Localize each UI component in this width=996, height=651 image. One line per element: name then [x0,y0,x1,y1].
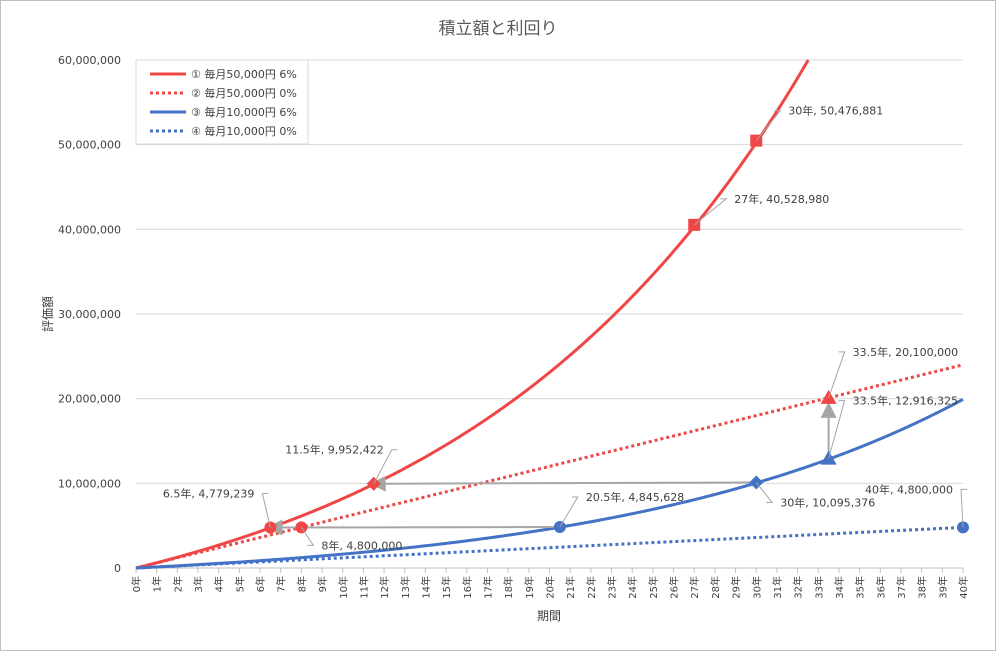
data-label: 8年, 4,800,000 [321,538,402,552]
marker-layer: 6.5年, 4,779,239 8年, 4,800,000 11.5年, 9,952… [163,104,969,552]
legend-entry: ④ 毎月10,000円 0% [191,125,297,138]
data-label: 11.5年, 9,952,422 [285,443,383,457]
data-label: 27年, 40,528,980 [734,192,829,206]
x-tick-label: 23年 [606,576,619,599]
x-tick-label: 33年 [812,576,825,599]
x-tick-label: 22年 [585,576,598,599]
grid [136,59,963,569]
legend-entry: ② 毎月50,000円 0% [191,87,297,100]
callout-leader [755,110,782,141]
x-tick-label: 14年 [419,576,432,599]
data-label: 6.5年, 4,779,239 [163,487,254,501]
callout-leader [300,527,315,546]
x-tick-label: 24年 [626,576,639,599]
callout-leader [828,351,846,398]
x-tick-label: 20年 [544,576,557,599]
x-tick-label: 17年 [481,576,494,599]
callout-leader [559,496,579,528]
x-tick-label: 40年 [957,576,970,599]
data-label: 33.5年, 20,100,000 [853,345,958,359]
x-tick-label: 2年 [171,576,184,592]
x-tick-label: 7年 [275,576,288,592]
x-tick-label: 19年 [523,576,536,599]
x-tick-label: 13年 [399,576,412,599]
x-tick-label: 15年 [440,576,453,599]
data-label: 20.5年, 4,845,628 [586,490,684,504]
x-tick-label: 12年 [378,576,391,599]
chart-title: 積立額と利回り [439,19,558,39]
x-tick-label: 36年 [874,576,887,599]
x-tick-label: 27年 [688,576,701,599]
x-tick-label: 32年 [792,576,805,599]
y-tick-label: 10,000,000 [58,477,121,490]
y-tick-label: 40,000,000 [58,223,121,236]
x-tick-label: 6年 [254,576,267,592]
x-tick-label: 38年 [916,576,929,599]
x-tick-label: 4年 [213,576,226,592]
x-axis: 0年 1年 2年 3年 4年 5年 6年 7年 8年 9年 10年 11年 12年 13年 14年 15年 16… [130,568,970,599]
data-label: 33.5年, 12,916,325 [853,394,958,408]
y-tick-label: 0 [114,562,121,575]
x-tick-label: 28年 [709,576,722,599]
callout-leader [261,493,271,528]
data-label: 30年, 50,476,881 [788,104,883,118]
callout-leader [828,400,846,459]
y-axis-label: 評価額 [40,296,55,332]
x-tick-label: 18年 [502,576,515,599]
arrow-layer [266,401,837,536]
x-tick-label: 5年 [233,576,246,592]
x-tick-label: 26年 [668,576,681,599]
y-axis: 0 10,000,000 20,000,000 30,000,000 40,000,00… [58,54,121,575]
data-label: 30年, 10,095,376 [780,496,875,510]
x-tick-label: 0年 [130,576,143,592]
y-tick-label: 60,000,000 [58,54,121,67]
x-axis-label: 期間 [537,609,561,623]
x-tick-label: 3年 [192,576,205,592]
x-tick-label: 1年 [151,576,164,592]
series-line-2 [135,363,964,570]
legend: ① 毎月50,000円 6% ② 毎月50,000円 0% ③ 毎月10,000円 … [135,59,309,145]
annotation-arrow [266,519,560,536]
x-tick-label: 8年 [295,576,308,592]
y-tick-label: 30,000,000 [58,308,121,321]
x-tick-label: 21年 [564,576,577,599]
x-tick-label: 10年 [337,576,350,599]
callout-leader [373,449,398,484]
series-line-4 [135,525,964,570]
x-tick-label: 9年 [316,576,329,592]
y-tick-label: 20,000,000 [58,393,121,406]
x-tick-label: 16年 [461,576,474,599]
annotation-arrow [369,475,757,492]
callout-leader [960,488,967,528]
callout-leader [693,198,728,226]
legend-entry: ① 毎月50,000円 6% [191,68,297,81]
x-tick-label: 39年 [936,576,949,599]
x-tick-label: 35年 [854,576,867,599]
x-tick-label: 25年 [647,576,660,599]
x-tick-label: 37年 [895,576,908,599]
x-tick-label: 29年 [730,576,743,599]
x-tick-label: 34年 [833,576,846,599]
legend-entry: ③ 毎月10,000円 6% [191,106,297,119]
x-tick-label: 31年 [771,576,784,599]
y-tick-label: 50,000,000 [58,139,121,152]
x-tick-label: 30年 [750,576,763,599]
data-label: 40年, 4,800,000 [865,482,953,496]
callout-leader [755,482,774,504]
x-tick-label: 11年 [357,576,370,599]
